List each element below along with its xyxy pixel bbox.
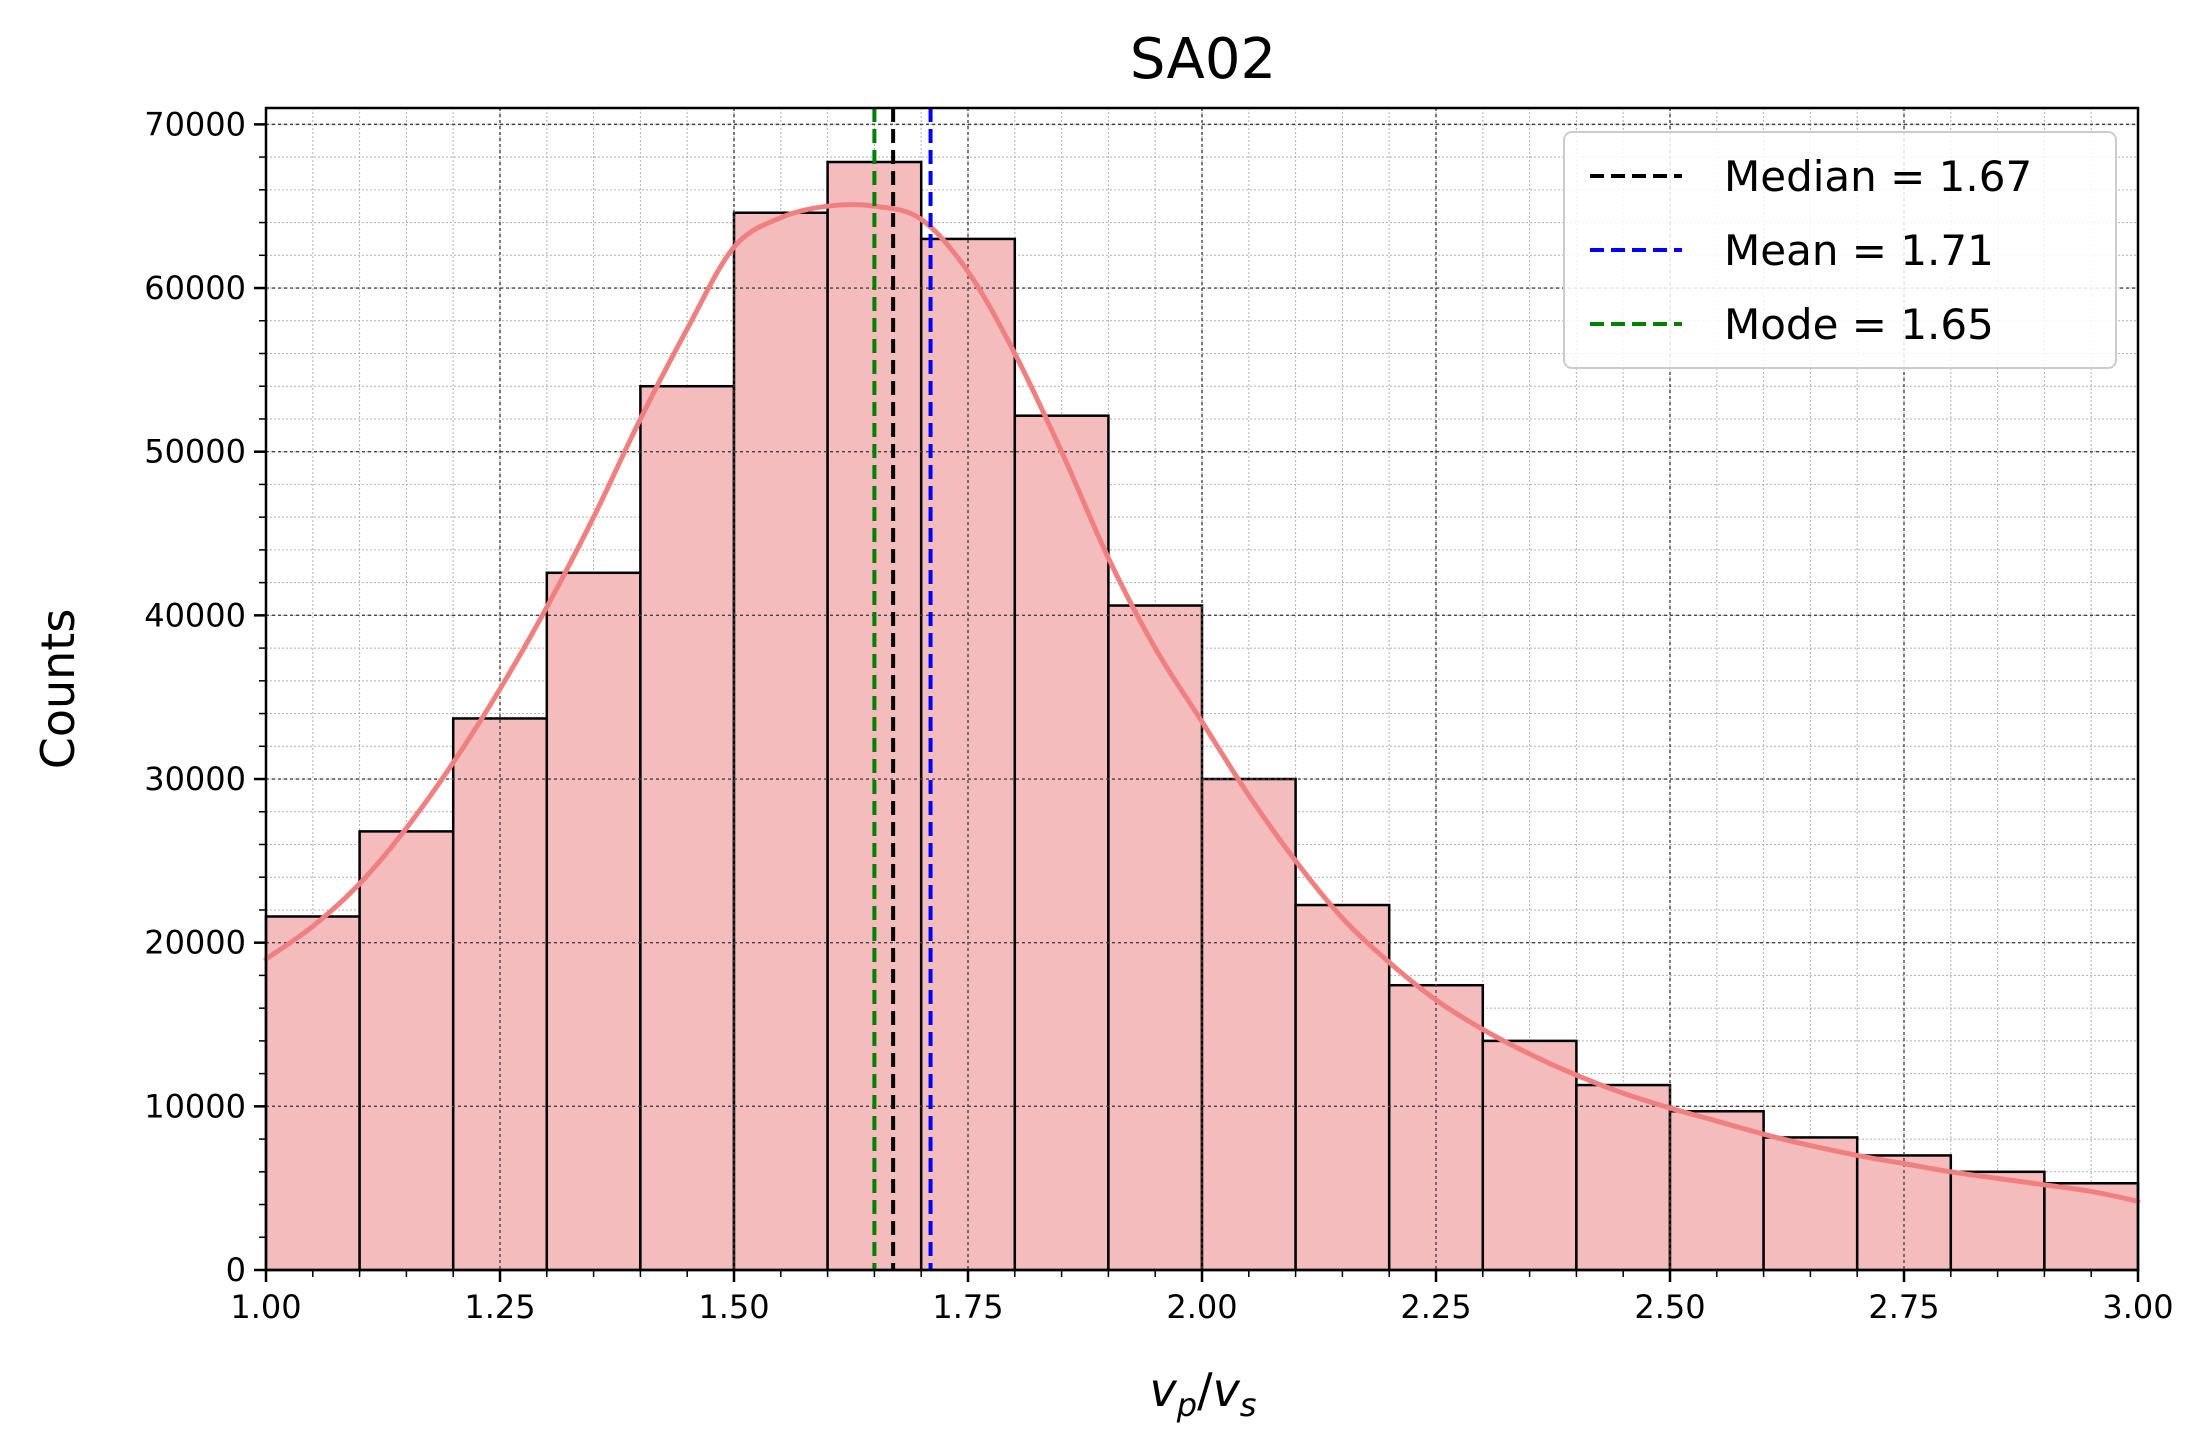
y-axis-label: Counts: [31, 609, 85, 770]
y-tick-label: 60000: [144, 269, 246, 307]
histogram-bar: [545, 571, 642, 1272]
histogram-bar: [1481, 1039, 1578, 1272]
chart-title: SA02: [1130, 27, 1276, 92]
y-tick-label: 10000: [144, 1087, 246, 1125]
x-axis-label-sub-s: s: [1240, 1386, 1257, 1424]
histogram-bar: [1107, 604, 1204, 1272]
y-tick-label: 0: [226, 1251, 246, 1289]
x-tick-label: 1.00: [230, 1288, 301, 1326]
y-tick-label: 50000: [144, 433, 246, 471]
y-tick-label: 20000: [144, 924, 246, 962]
kde-layer: [263, 202, 2141, 1204]
histogram-bar: [1013, 414, 1110, 1272]
x-tick-label: 2.50: [1634, 1288, 1705, 1326]
legend-label: Mean = 1.71: [1724, 226, 1994, 275]
y-tick-label: 40000: [144, 596, 246, 634]
legend-label: Median = 1.67: [1724, 152, 2032, 201]
histogram-bar: [451, 717, 549, 1272]
x-tick-label: 2.75: [1868, 1288, 1939, 1326]
x-tick-label: 2.00: [1166, 1288, 1237, 1326]
x-axis-label-sub-p: p: [1176, 1386, 1197, 1424]
y-axis: 0 10000 20000 30000 40000 50000 60000 70000: [144, 105, 266, 1289]
histogram-bar: [732, 211, 829, 1272]
histogram-bar: [1668, 1109, 1765, 1272]
legend-box: [1563, 131, 2117, 369]
histogram-bar: [1762, 1136, 1859, 1272]
histogram-bar: [639, 384, 736, 1272]
x-axis-label-slash: /: [1197, 1363, 1213, 1417]
x-axis: 1.00 1.25 1.50 1.75 2.00 2.25 2.50 2.75 3.00: [230, 1270, 2174, 1326]
x-axis-label-v1: v: [1150, 1363, 1178, 1417]
histogram-bar: [1949, 1170, 2046, 1272]
x-tick-label: 2.25: [1400, 1288, 1471, 1326]
histogram-bar: [264, 915, 361, 1272]
legend: Median = 1.67 Mean = 1.71 Mode = 1.65: [1563, 131, 2117, 369]
x-axis-label-v2: v: [1213, 1363, 1241, 1417]
y-tick-label: 30000: [144, 760, 246, 798]
histogram-bar: [358, 830, 455, 1272]
x-axis-label: vp/vs: [1150, 1363, 1257, 1424]
legend-label: Mode = 1.65: [1724, 300, 1994, 349]
histogram-bar: [1294, 903, 1391, 1272]
histogram-bar: [1575, 1083, 1672, 1272]
y-tick-label: 70000: [144, 105, 246, 143]
x-tick-label: 1.25: [464, 1288, 535, 1326]
histogram-bar: [919, 237, 1017, 1272]
x-tick-label: 3.00: [2102, 1288, 2173, 1326]
x-tick-label: 1.75: [932, 1288, 1003, 1326]
x-tick-label: 1.50: [698, 1288, 769, 1326]
stat-lines: [872, 108, 933, 1270]
kde-curve: [263, 202, 2141, 1204]
histogram-bar: [1200, 777, 1297, 1272]
